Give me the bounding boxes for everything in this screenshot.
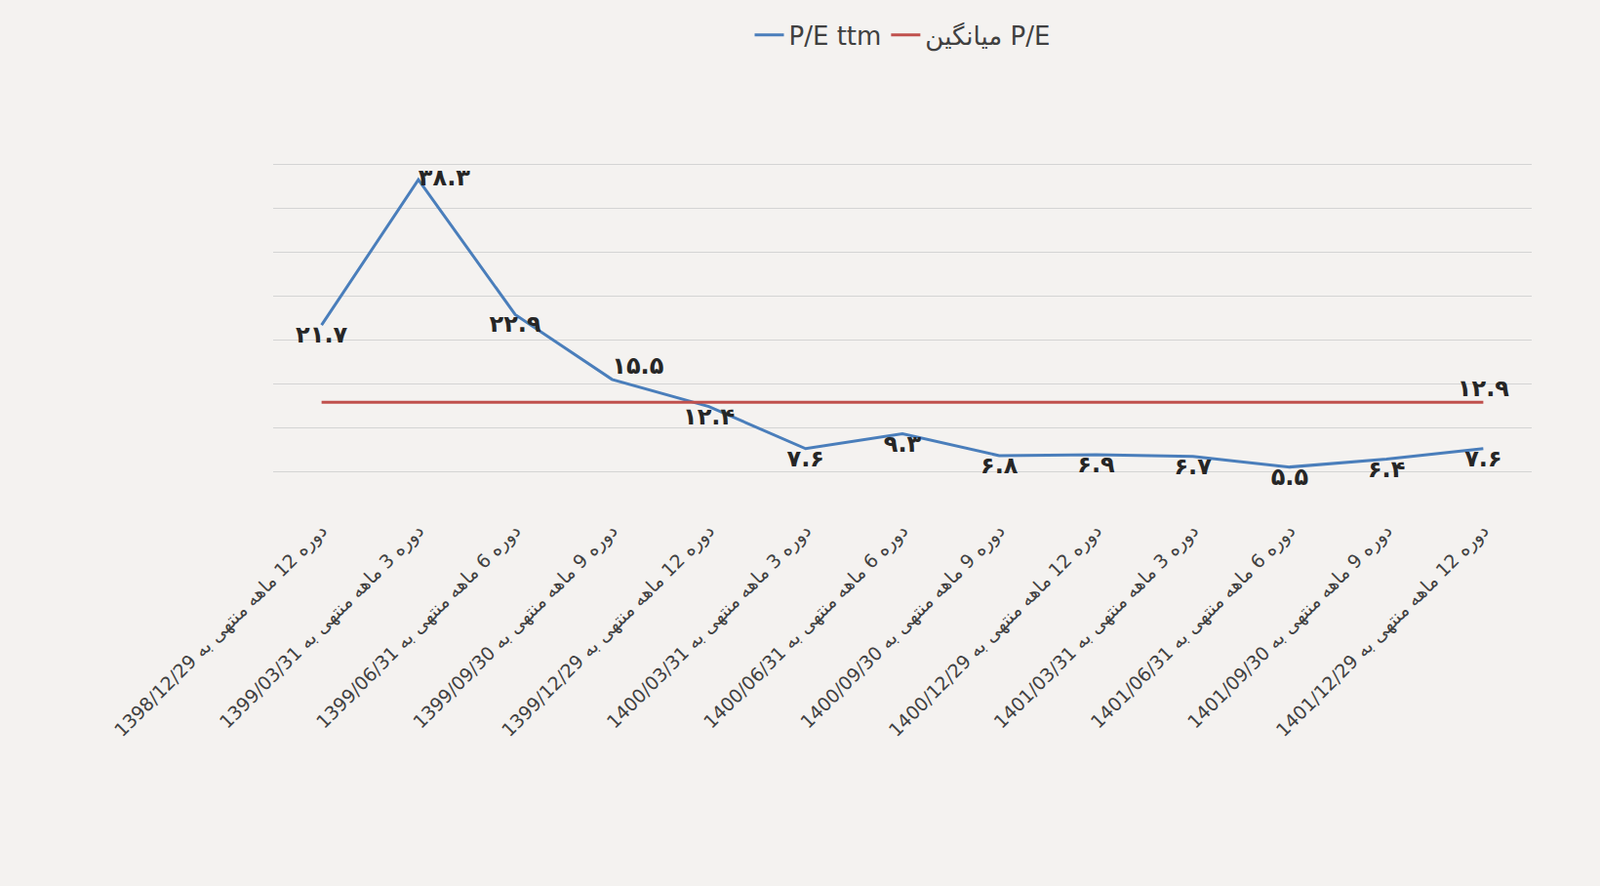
svg-text:۶.۷: ۶.۷ [1173,452,1212,480]
svg-text:دوره 12 ماهه منتهی به 1401/12/: دوره 12 ماهه منتهی به 1401/12/29 [1271,519,1493,741]
svg-text:دوره 12 ماهه منتهی به 1400/12/: دوره 12 ماهه منتهی به 1400/12/29 [883,519,1106,741]
svg-text:۹.۳: ۹.۳ [883,430,922,458]
svg-text:دوره 3 ماهه منتهی به 1400/03/3: دوره 3 ماهه منتهی به 1400/03/31 [601,519,816,733]
svg-text:دوره 3 ماهه منتهی به 1401/03/3: دوره 3 ماهه منتهی به 1401/03/31 [989,519,1203,733]
svg-text:۱۲.۴: ۱۲.۴ [682,402,735,431]
svg-text:۱۲.۹: ۱۲.۹ [1457,374,1510,402]
svg-text:دوره 3 ماهه منتهی به 1399/03/3: دوره 3 ماهه منتهی به 1399/03/31 [214,519,429,733]
svg-text:۶.۴: ۶.۴ [1367,455,1405,483]
svg-text:دوره 12 ماهه منتهی به 1398/12/: دوره 12 ماهه منتهی به 1398/12/29 [109,519,331,741]
svg-text:دوره 12 ماهه منتهی به 1399/12/: دوره 12 ماهه منتهی به 1399/12/29 [496,519,719,741]
svg-text:دوره 6 ماهه منتهی به 1401/06/3: دوره 6 ماهه منتهی به 1401/06/31 [1085,519,1300,733]
svg-text:۶.۹: ۶.۹ [1077,450,1116,479]
svg-text:دوره 6 ماهه منتهی به 1399/06/3: دوره 6 ماهه منتهی به 1399/06/31 [312,519,526,733]
svg-text:۳۸.۳: ۳۸.۳ [418,163,471,192]
svg-text:دوره 9 ماهه منتهی به 1401/09/3: دوره 9 ماهه منتهی به 1401/09/30 [1183,519,1398,733]
svg-text:۵.۵: ۵.۵ [1271,463,1309,491]
svg-text:P/E ttm: P/E ttm [789,21,882,51]
svg-text:دوره 9 ماهه منتهی به 1400/09/3: دوره 9 ماهه منتهی به 1400/09/30 [796,519,1010,733]
svg-text:۲۱.۷: ۲۱.۷ [295,320,348,349]
svg-text:۷.۶: ۷.۶ [1464,444,1502,473]
svg-text:میانگین P/E: میانگین P/E [924,21,1050,52]
svg-text:دوره 9 ماهه منتهی به 1399/09/3: دوره 9 ماهه منتهی به 1399/09/30 [408,519,623,733]
svg-text:۲۲.۹: ۲۲.۹ [489,310,542,338]
svg-text:۶.۸: ۶.۸ [980,451,1019,480]
svg-text:۷.۶: ۷.۶ [787,444,825,473]
svg-text:دوره 6 ماهه منتهی به 1400/06/3: دوره 6 ماهه منتهی به 1400/06/31 [698,519,913,733]
svg-text:۱۵.۵: ۱۵.۵ [611,352,664,380]
